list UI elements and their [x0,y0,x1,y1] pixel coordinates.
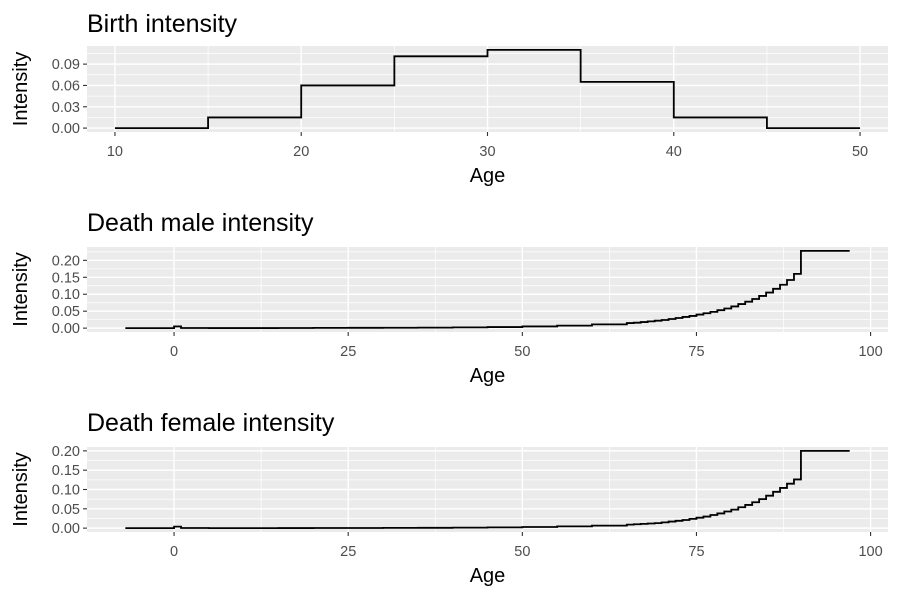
chart-panel-0: 10 20 30 40 50 0.00 0.03 0.06 0.09 Birth intensit… [10,10,888,187]
x-axis-title: Age [470,365,506,387]
x-tick-label-30: 30 [479,144,495,160]
x-tick-label-50: 50 [852,144,868,160]
y-tick-label-0_09: 0.09 [52,57,80,73]
step-line-series-0 [125,249,850,330]
x-tick-label-100: 100 [858,544,882,560]
x-tick-label-50: 50 [514,544,530,560]
chart-title: Death female intensity [87,409,335,437]
x-tick-label-0: 0 [170,344,178,360]
x-tick-label-10: 10 [107,144,123,160]
y-axis-title: Intensity [10,52,32,126]
x-tick-label-40: 40 [666,144,682,160]
panel-background [87,247,888,332]
y-tick-label-0_2: 0.20 [52,444,80,460]
x-tick-label-25: 25 [340,544,356,560]
y-tick-label-0_06: 0.06 [52,78,80,94]
chart-title: Death male intensity [87,209,314,237]
y-tick-label-0_1: 0.10 [52,483,80,499]
y-tick-label-0_1: 0.10 [52,287,80,303]
y-tick-label-0_15: 0.15 [52,463,80,479]
y-tick-label-0_05: 0.05 [52,304,80,320]
chart-panel-2: 0 25 50 75 100 0.00 0.05 0.10 0.15 0.20 Death fema… [10,409,888,587]
chart-title: Birth intensity [87,10,238,38]
x-tick-label-100: 100 [858,344,882,360]
x-tick-label-75: 75 [688,544,704,560]
chart-panel-1: 0 25 50 75 100 0.000.050.100.150.20 Death male… [10,209,888,387]
x-axis-title: Age [470,565,506,587]
y-tick-label-0: 0.00 [52,321,80,337]
y-tick-label-0: 0.00 [52,521,80,537]
y-tick-label-0_15: 0.15 [52,270,80,286]
y-axis-title: Intensity [10,452,32,526]
step-line-series-0 [114,49,861,129]
x-axis-title: Age [470,165,506,187]
y-tick-label-0_05: 0.05 [52,502,80,518]
y-tick-label-0: 0.00 [52,121,80,137]
x-tick-label-50: 50 [514,344,530,360]
x-tick-label-25: 25 [340,344,356,360]
x-tick-label-20: 20 [293,144,309,160]
step-line-series-0 [125,449,850,530]
y-axis-title: Intensity [10,252,32,326]
y-tick-label-0_03: 0.03 [52,100,80,116]
x-tick-label-75: 75 [688,344,704,360]
x-tick-label-0: 0 [170,544,178,560]
y-tick-label-0_2: 0.20 [52,253,80,269]
